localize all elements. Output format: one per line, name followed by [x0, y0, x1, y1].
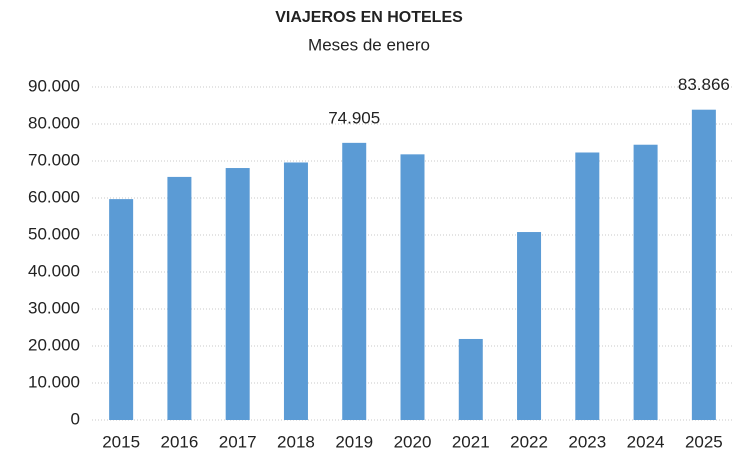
x-tick-label: 2015 [102, 432, 140, 451]
data-label: 74.905 [328, 108, 380, 127]
y-tick-label: 90.000 [28, 76, 80, 95]
bar [283, 162, 308, 421]
chart-subtitle: Meses de enero [308, 35, 430, 54]
bar [167, 176, 192, 420]
y-tick-label: 20.000 [28, 335, 80, 354]
data-label: 83.866 [678, 75, 730, 94]
y-tick-label: 30.000 [28, 298, 80, 317]
x-tick-label: 2019 [335, 432, 373, 451]
bar [458, 338, 483, 420]
x-tick-label: 2020 [394, 432, 432, 451]
y-tick-label: 60.000 [28, 187, 80, 206]
bar [225, 168, 250, 420]
bar [633, 144, 658, 420]
x-tick-label: 2021 [452, 432, 490, 451]
bar [575, 152, 600, 421]
x-tick-label: 2016 [160, 432, 198, 451]
y-tick-label: 10.000 [28, 372, 80, 391]
y-tick-label: 50.000 [28, 224, 80, 243]
y-tick-label: 0 [71, 409, 80, 428]
chart-title: VIAJEROS EN HOTELES [275, 9, 463, 26]
y-tick-label: 40.000 [28, 261, 80, 280]
x-tick-label: 2025 [685, 432, 723, 451]
bar [109, 199, 134, 420]
bar [517, 232, 542, 420]
bar [342, 142, 367, 420]
x-tick-label: 2023 [568, 432, 606, 451]
y-tick-label: 80.000 [28, 113, 80, 132]
bar [400, 154, 425, 420]
x-tick-label: 2018 [277, 432, 315, 451]
x-tick-label: 2022 [510, 432, 548, 451]
bar [691, 109, 716, 420]
x-tick-label: 2024 [627, 432, 665, 451]
y-tick-label: 70.000 [28, 150, 80, 169]
x-tick-label: 2017 [219, 432, 257, 451]
